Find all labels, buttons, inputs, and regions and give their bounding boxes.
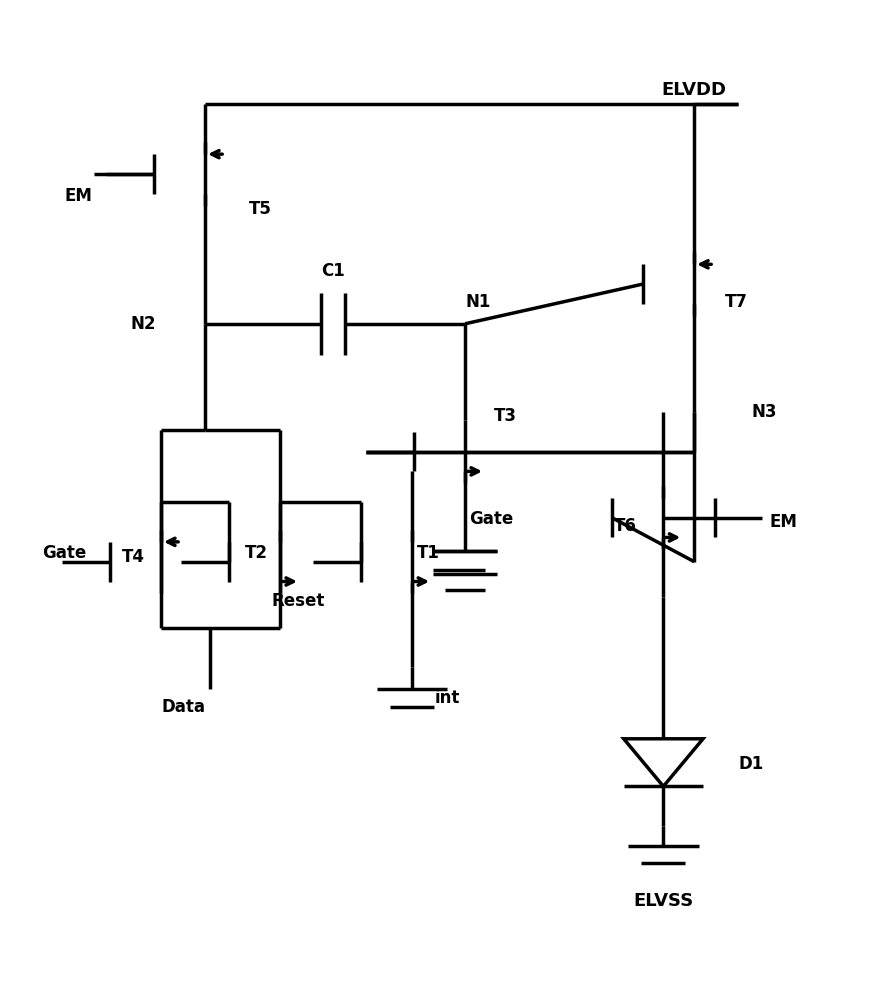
- Text: int: int: [434, 689, 460, 707]
- Text: N1: N1: [465, 293, 490, 311]
- Text: T7: T7: [724, 293, 747, 311]
- Text: T5: T5: [249, 200, 272, 218]
- Text: N2: N2: [131, 315, 156, 333]
- Text: Gate: Gate: [469, 510, 513, 528]
- Text: T2: T2: [245, 544, 267, 562]
- Text: D1: D1: [738, 755, 763, 773]
- Text: C1: C1: [321, 262, 344, 280]
- Text: T1: T1: [417, 544, 439, 562]
- Text: T6: T6: [613, 517, 637, 535]
- Text: EM: EM: [768, 513, 796, 531]
- Text: Gate: Gate: [42, 544, 87, 562]
- Text: ELVDD: ELVDD: [661, 81, 726, 99]
- Text: Reset: Reset: [271, 592, 324, 610]
- Text: EM: EM: [64, 187, 92, 205]
- Text: N3: N3: [751, 403, 776, 421]
- Text: T3: T3: [493, 407, 517, 425]
- Text: T4: T4: [122, 548, 144, 566]
- Text: ELVSS: ELVSS: [633, 892, 693, 910]
- Text: Data: Data: [161, 698, 205, 716]
